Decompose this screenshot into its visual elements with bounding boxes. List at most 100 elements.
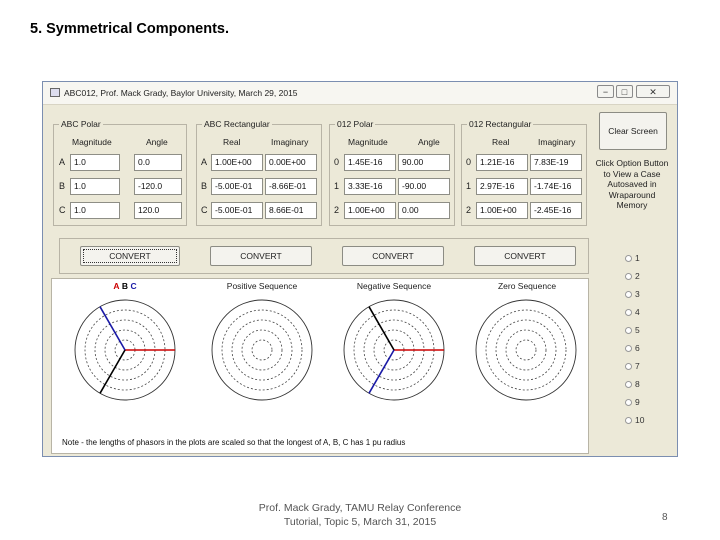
s012-rectangular-label: 012 Rectangular [467,119,534,129]
page-number: 8 [662,512,668,523]
abc-rect-b-imaginary[interactable]: -8.66E-01 [265,178,317,195]
window-title: ABC012, Prof. Mack Grady, Baylor Univers… [64,88,298,98]
grid-ring [211,299,313,401]
angle-header: Angle [146,137,168,147]
app-window: ABC012, Prof. Mack Grady, Baylor Univers… [42,81,678,457]
row-label-a: A [201,157,208,167]
plot-scaling-note: Note - the lengths of phasors in the plo… [62,438,406,447]
abc-title-c: C [130,281,137,291]
row-label-a: A [59,157,66,167]
memory-hint-text: Click Option Button to View a Case Autos… [595,158,669,211]
negative-sequence-title: Negative Sequence [356,281,432,291]
s012-rect-0-real[interactable]: 1.21E-16 [476,154,528,171]
s012-polar-1-magnitude[interactable]: 3.33E-16 [344,178,396,195]
s012-polar-1-angle[interactable]: -90.00 [398,178,450,195]
s012-polar-0-angle[interactable]: 90.00 [398,154,450,171]
abc-rect-a-real[interactable]: 1.00E+00 [211,154,263,171]
abc-rectangular-label: ABC Rectangular [202,119,272,129]
footer-line-2: Tutorial, Topic 5, March 31, 2015 [283,516,437,528]
abc-polar-label: ABC Polar [59,119,103,129]
s012-polar-2-magnitude[interactable]: 1.00E+00 [344,202,396,219]
memory-option-label: 2 [635,271,640,281]
abc-polar-a-angle[interactable]: 0.0 [134,154,182,171]
memory-option-3[interactable]: 3 [625,289,640,299]
s012-rect-1-imaginary[interactable]: -1.74E-16 [530,178,582,195]
convert-abc-rectangular-button[interactable]: CONVERT [210,246,312,266]
slide-footer: Prof. Mack Grady, TAMU Relay Conference … [240,501,480,529]
close-button[interactable]: ✕ [636,85,670,98]
memory-option-label: 4 [635,307,640,317]
abc-polar-c-angle[interactable]: 120.0 [134,202,182,219]
convert-abc-polar-button[interactable]: CONVERT [80,246,180,266]
abc-polar-b-angle[interactable]: -120.0 [134,178,182,195]
memory-option-10[interactable]: 10 [625,415,644,425]
memory-option-7[interactable]: 7 [625,361,640,371]
abc-title-a: A [113,281,120,291]
magnitude-header: Magnitude [72,137,112,147]
row-label-b: B [201,181,208,191]
grid-ring [475,299,577,401]
memory-option-4[interactable]: 4 [625,307,640,317]
negative-phasor-c [368,349,395,394]
abc-polar-c-magnitude[interactable]: 1.0 [70,202,120,219]
s012-rect-2-real[interactable]: 1.00E+00 [476,202,528,219]
phasor-plots-panel: A B C Positive Sequence Negative Sequenc… [51,278,589,454]
clear-screen-button[interactable]: Clear Screen [599,112,667,150]
grid-ring [495,319,557,381]
abc-polar-b-magnitude[interactable]: 1.0 [70,178,120,195]
slide-title: 5. Symmetrical Components. [30,21,230,37]
zero-sequence-plot [475,299,577,401]
footer-line-1: Prof. Mack Grady, TAMU Relay Conference [258,502,462,514]
radio-circle-icon [625,399,632,407]
convert-button-row: CONVERT CONVERT CONVERT CONVERT [59,238,589,274]
abc-title-b: B [121,281,129,291]
abc-rect-c-imaginary[interactable]: 8.66E-01 [265,202,317,219]
s012-polar-2-angle[interactable]: 0.00 [398,202,450,219]
memory-option-1[interactable]: 1 [625,253,640,263]
memory-option-8[interactable]: 8 [625,379,640,389]
radio-circle-icon [625,327,632,335]
abc-rect-b-real[interactable]: -5.00E-01 [211,178,263,195]
phasor-c [99,306,126,351]
angle-header: Angle [418,137,440,147]
abc-polar-group: ABC Polar Magnitude Angle A B C 1.0 0.0 … [53,119,187,226]
row-label-1: 1 [334,181,340,191]
abc-polar-a-magnitude[interactable]: 1.0 [70,154,120,171]
memory-option-6[interactable]: 6 [625,343,640,353]
memory-option-2[interactable]: 2 [625,271,640,281]
memory-option-5[interactable]: 5 [625,325,640,335]
abc-phasor-plot [74,299,176,401]
form-content: ABC Polar Magnitude Angle A B C 1.0 0.0 … [51,108,671,454]
s012-polar-group: 012 Polar Magnitude Angle 0 1 2 1.45E-16… [329,119,455,226]
row-label-c: C [59,205,66,215]
grid-ring [251,339,273,361]
phasor-b [99,349,126,394]
real-header: Real [492,137,510,147]
memory-option-label: 10 [635,415,645,425]
s012-rect-1-real[interactable]: 2.97E-16 [476,178,528,195]
s012-polar-label: 012 Polar [335,119,376,129]
memory-option-9[interactable]: 9 [625,397,640,407]
radio-circle-icon [625,363,632,371]
maximize-button[interactable]: □ [616,85,633,98]
s012-rectangular-group: 012 Rectangular Real Imaginary 0 1 2 1.2… [461,119,587,226]
abc-rect-a-imaginary[interactable]: 0.00E+00 [265,154,317,171]
s012-rect-2-imaginary[interactable]: -2.45E-16 [530,202,582,219]
radio-circle-icon [625,255,632,263]
imaginary-header: Imaginary [538,137,576,147]
s012-rect-0-imaginary[interactable]: 7.83E-19 [530,154,582,171]
radio-circle-icon [625,309,632,317]
row-label-c: C [201,205,208,215]
s012-polar-0-magnitude[interactable]: 1.45E-16 [344,154,396,171]
memory-option-label: 3 [635,289,640,299]
row-label-b: B [59,181,66,191]
positive-sequence-plot [211,299,313,401]
memory-option-label: 1 [635,253,640,263]
radio-circle-icon [625,345,632,353]
convert-012-polar-button[interactable]: CONVERT [342,246,444,266]
minimize-button[interactable]: − [597,85,614,98]
grid-ring [505,329,547,371]
convert-012-rectangular-button[interactable]: CONVERT [474,246,576,266]
grid-ring [485,309,567,391]
abc-rect-c-real[interactable]: -5.00E-01 [211,202,263,219]
